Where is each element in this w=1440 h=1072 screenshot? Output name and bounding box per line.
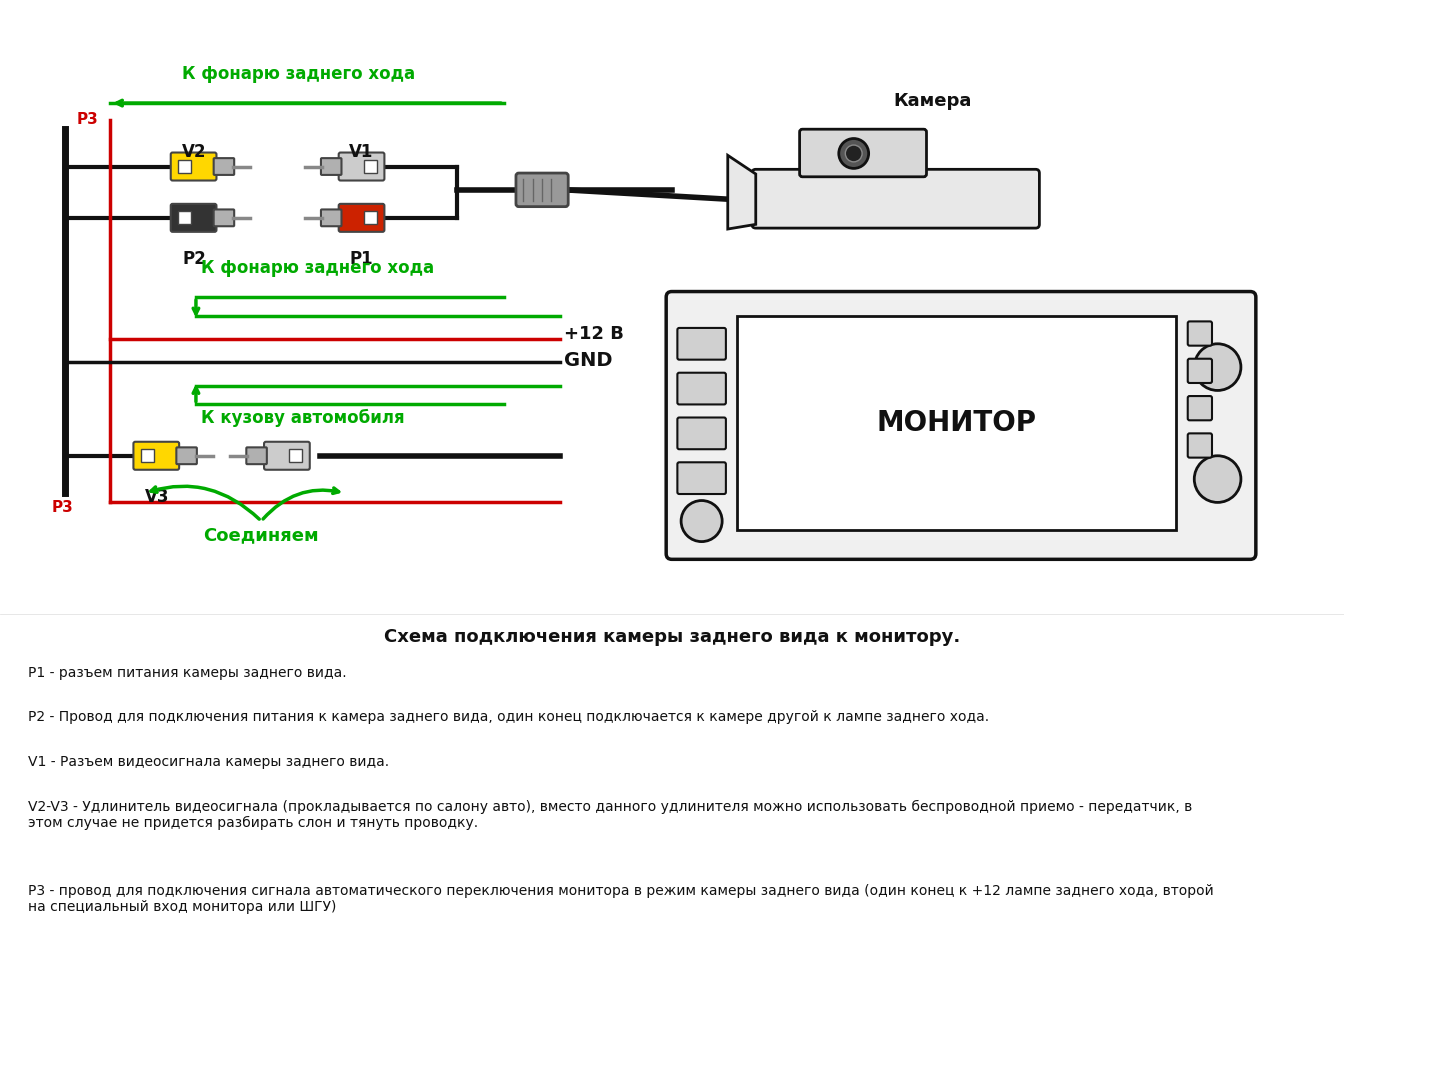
FancyBboxPatch shape: [213, 209, 235, 226]
FancyBboxPatch shape: [1188, 359, 1212, 383]
Text: V1 - Разъем видеосигнала камеры заднего вида.: V1 - Разъем видеосигнала камеры заднего …: [27, 756, 389, 770]
Text: Схема подключения камеры заднего вида к монитору.: Схема подключения камеры заднего вида к …: [383, 628, 960, 646]
FancyBboxPatch shape: [1188, 433, 1212, 458]
FancyBboxPatch shape: [179, 211, 192, 224]
Text: К фонарю заднего хода: К фонарю заднего хода: [181, 64, 415, 83]
Text: Камера: Камера: [894, 92, 972, 110]
Circle shape: [681, 501, 721, 541]
Text: V2-V3 - Удлинитель видеосигнала (прокладывается по салону авто), вместо данного : V2-V3 - Удлинитель видеосигнала (проклад…: [27, 800, 1192, 831]
Text: К фонарю заднего хода: К фонарю заднего хода: [200, 258, 433, 277]
Circle shape: [1194, 344, 1241, 390]
FancyBboxPatch shape: [264, 442, 310, 470]
FancyBboxPatch shape: [141, 449, 154, 462]
Text: P1: P1: [350, 251, 373, 268]
Text: P1 - разъем питания камеры заднего вида.: P1 - разъем питания камеры заднего вида.: [27, 666, 347, 680]
Circle shape: [1194, 456, 1241, 503]
FancyBboxPatch shape: [338, 204, 384, 232]
FancyBboxPatch shape: [171, 204, 216, 232]
Text: Соединяем: Соединяем: [203, 525, 320, 544]
Text: МОНИТОР: МОНИТОР: [877, 410, 1037, 437]
Text: К кузову автомобиля: К кузову автомобиля: [200, 410, 405, 428]
Text: Р3 - провод для подключения сигнала автоматического переключения монитора в режи: Р3 - провод для подключения сигнала авто…: [27, 884, 1214, 914]
Text: GND: GND: [564, 352, 613, 370]
FancyBboxPatch shape: [677, 328, 726, 360]
FancyBboxPatch shape: [321, 209, 341, 226]
FancyBboxPatch shape: [246, 447, 266, 464]
FancyBboxPatch shape: [516, 173, 569, 207]
FancyBboxPatch shape: [677, 462, 726, 494]
FancyBboxPatch shape: [134, 442, 179, 470]
FancyBboxPatch shape: [171, 152, 216, 180]
Circle shape: [838, 138, 868, 168]
FancyBboxPatch shape: [364, 160, 377, 173]
FancyBboxPatch shape: [289, 449, 302, 462]
FancyBboxPatch shape: [338, 152, 384, 180]
Text: P2: P2: [183, 251, 206, 268]
FancyBboxPatch shape: [321, 159, 341, 175]
FancyBboxPatch shape: [176, 447, 197, 464]
FancyBboxPatch shape: [1188, 396, 1212, 420]
FancyBboxPatch shape: [752, 169, 1040, 228]
FancyBboxPatch shape: [677, 373, 726, 404]
FancyBboxPatch shape: [737, 316, 1175, 531]
Text: V3: V3: [144, 489, 168, 506]
FancyBboxPatch shape: [364, 211, 377, 224]
FancyBboxPatch shape: [179, 160, 192, 173]
FancyBboxPatch shape: [1188, 322, 1212, 345]
FancyBboxPatch shape: [213, 159, 235, 175]
Text: V2: V2: [181, 144, 206, 161]
Text: +12 В: +12 В: [564, 326, 625, 343]
Text: P3: P3: [76, 113, 98, 128]
Text: V1: V1: [348, 144, 373, 161]
Text: P2 - Провод для подключения питания к камера заднего вида, один конец подключает: P2 - Провод для подключения питания к ка…: [27, 711, 989, 725]
FancyBboxPatch shape: [667, 292, 1256, 560]
FancyBboxPatch shape: [677, 417, 726, 449]
FancyBboxPatch shape: [799, 130, 926, 177]
Polygon shape: [727, 155, 756, 229]
Circle shape: [845, 145, 863, 162]
Text: P3: P3: [52, 500, 73, 515]
